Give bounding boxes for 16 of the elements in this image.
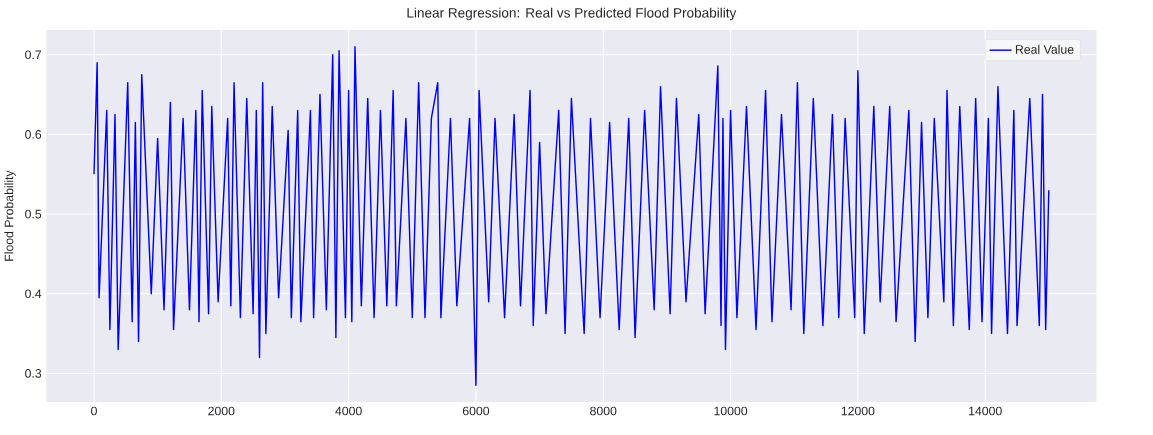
x-tick-label: 2000 <box>208 406 235 416</box>
x-tick-label: 6000 <box>462 406 490 416</box>
x-tick-label: 12000 <box>841 406 875 416</box>
y-tick-label: 0.7 <box>25 50 42 60</box>
y-tick-label: 0.6 <box>25 130 42 139</box>
x-tick-label: 8000 <box>590 406 617 416</box>
y-tick-label: 0.3 <box>25 369 42 378</box>
x-tick-label: 0 <box>91 406 97 416</box>
y-tick-label: 0.4 <box>25 289 42 299</box>
x-tick-label: 14000 <box>969 406 1002 416</box>
x-tick-label: 4000 <box>335 406 362 416</box>
x-tick-label: 10000 <box>714 406 748 416</box>
chart-title: Linear Regression: Real vs Predicted Flood Probability <box>407 7 737 21</box>
y-axis-title: Flood Probability <box>4 170 16 261</box>
legend-label: Real Value <box>1015 44 1074 54</box>
y-tick-label: 0.5 <box>25 209 42 219</box>
